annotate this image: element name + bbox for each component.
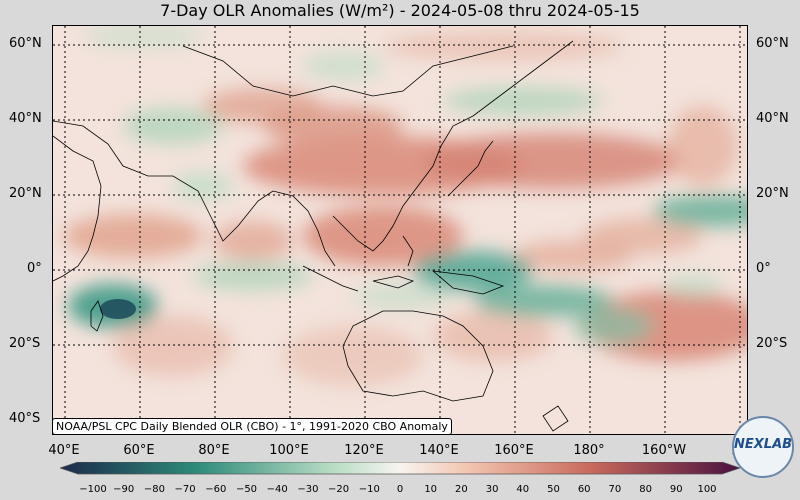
- colorbar-tick-label: 100: [697, 484, 717, 495]
- colorbar-tick-label: −60: [205, 484, 227, 495]
- colorbar-tick-label: −100: [79, 484, 107, 495]
- colorbar-tick-label: 20: [455, 484, 468, 495]
- colorbar-tick-label: 40: [516, 484, 530, 495]
- colorbar-tick-label: −30: [297, 484, 319, 495]
- colorbar-tick-label: 10: [424, 484, 438, 495]
- lat-label-right-60n: 60°N: [756, 36, 789, 51]
- logo-text: NEXLAB: [734, 437, 793, 452]
- nexlab-logo-icon[interactable]: NEXLAB: [732, 416, 794, 478]
- coastlines: [53, 40, 574, 432]
- anomaly-field: [53, 26, 747, 434]
- lon-label-40e: 40°E: [48, 443, 80, 458]
- colorbar-tick-label: −70: [174, 484, 196, 495]
- colorbar-tick-label: −50: [235, 484, 258, 495]
- lat-label-40n: 40°N: [9, 111, 42, 126]
- graticule: [53, 26, 747, 434]
- lat-label-60n: 60°N: [9, 36, 42, 51]
- colorbar-tick-label: 80: [639, 484, 652, 495]
- colorbar-tick-label: 50: [547, 484, 560, 495]
- colorbar-tick-label: −80: [143, 484, 165, 495]
- lat-label-20n: 20°N: [9, 186, 42, 201]
- lat-label-eq: 0°: [27, 261, 42, 276]
- colorbar-tick-label: 30: [485, 484, 499, 495]
- lon-label-140e: 140°E: [419, 443, 459, 458]
- lon-label-180: 180°: [573, 443, 605, 458]
- lon-label-120e: 120°E: [344, 443, 384, 458]
- lat-label-right-20s: 20°S: [756, 336, 788, 351]
- colorbar-tick-label: 90: [669, 484, 683, 495]
- lat-label-right-20n: 20°N: [756, 186, 789, 201]
- lat-label-40s: 40°S: [9, 411, 41, 426]
- colorbar: [60, 462, 740, 475]
- lat-label-20s: 20°S: [9, 336, 41, 351]
- strong-negative-core: [100, 299, 136, 319]
- colorbar-tick-label: 0: [396, 484, 404, 495]
- olr-anomaly-map: [52, 25, 748, 435]
- lon-label-160w: 160°W: [641, 443, 687, 458]
- colorbar-tick-label: 60: [577, 484, 591, 495]
- lon-label-100e: 100°E: [269, 443, 309, 458]
- lon-label-160e: 160°E: [494, 443, 534, 458]
- data-source-credit: NOAA/PSL CPC Daily Blended OLR (CBO) - 1…: [52, 418, 452, 435]
- colorbar-tick-label: −10: [358, 484, 380, 495]
- colorbar-tick-label: −20: [328, 484, 350, 495]
- colorbar-tick-label: −90: [113, 484, 135, 495]
- map-title: 7-Day OLR Anomalies (W/m²) - 2024-05-08 …: [160, 1, 640, 20]
- colorbar-tick-label: 70: [608, 484, 622, 495]
- lon-label-60e: 60°E: [123, 443, 155, 458]
- lon-label-80e: 80°E: [198, 443, 230, 458]
- colorbar-tick-label: −40: [266, 484, 288, 495]
- lat-label-right-eq: 0°: [756, 261, 771, 276]
- colorbar-gradient: [60, 462, 740, 475]
- lat-label-right-40n: 40°N: [756, 111, 789, 126]
